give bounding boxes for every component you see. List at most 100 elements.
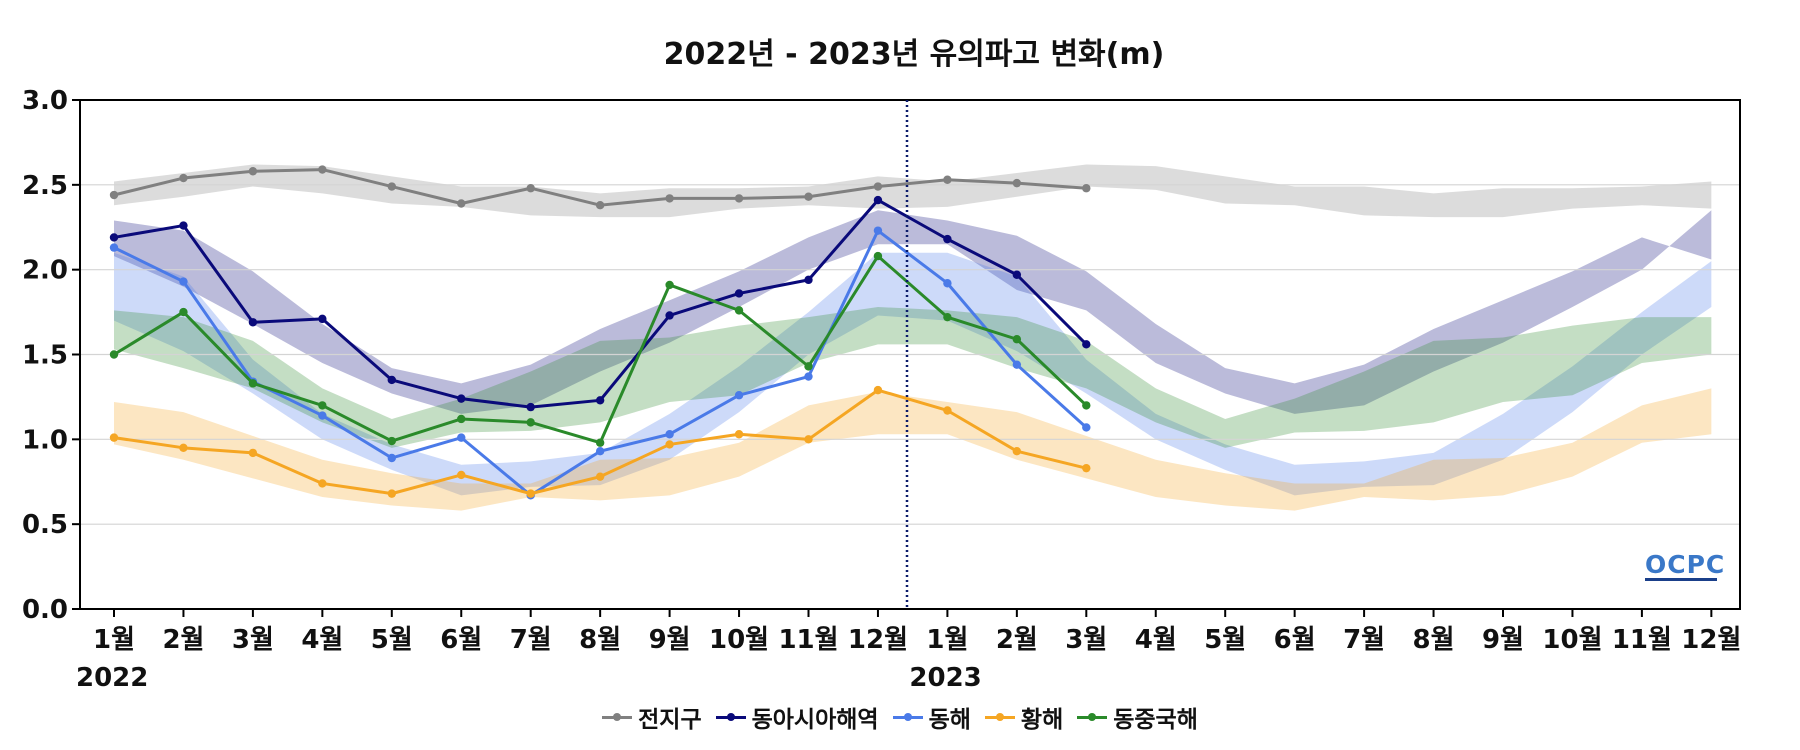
x-tick-label: 7월 <box>1343 625 1385 655</box>
legend-label: 황해 <box>1020 707 1064 733</box>
legend-label: 동해 <box>928 707 971 733</box>
range-band <box>114 252 1712 496</box>
data-point <box>943 406 952 415</box>
watermark-text: OCPC <box>1645 550 1725 579</box>
watermark-logo: OCPC <box>1645 550 1725 581</box>
legend-swatch <box>984 711 1015 723</box>
data-point <box>665 430 674 439</box>
data-point <box>804 362 813 371</box>
data-point <box>873 385 883 395</box>
series-lines <box>109 165 1091 500</box>
y-tick-label: 2.5 <box>22 171 68 201</box>
data-point <box>387 453 396 463</box>
legend-swatch <box>1077 711 1108 723</box>
data-point <box>943 175 952 184</box>
x-tick-label: 6월 <box>1274 625 1316 655</box>
x-tick-label: 9월 <box>649 625 691 655</box>
data-point <box>457 394 466 403</box>
legend-swatch <box>715 711 746 723</box>
data-point <box>1082 340 1091 349</box>
data-point <box>595 438 605 447</box>
data-point <box>387 182 396 191</box>
data-point <box>804 275 813 285</box>
x-tick-label: 5월 <box>1204 625 1246 655</box>
data-point <box>1012 178 1022 188</box>
data-point <box>665 311 674 320</box>
x-tick-label: 12월 <box>848 625 908 655</box>
data-point <box>1012 360 1022 369</box>
legend-label: 전지구 <box>638 707 702 733</box>
data-point <box>1012 270 1022 279</box>
y-tick-label: 3.0 <box>22 86 68 116</box>
range-band <box>114 306 1712 448</box>
x-tick-label: 1월 <box>926 625 968 655</box>
data-point <box>248 167 258 176</box>
range-band <box>114 164 1712 218</box>
x-tick-label: 12월 <box>1681 625 1741 655</box>
data-point <box>943 279 952 288</box>
data-point <box>734 430 744 439</box>
data-point <box>457 433 466 442</box>
x-tick-label: 4월 <box>301 625 343 655</box>
legend-item: 전지구 <box>602 700 702 734</box>
legend-item: 동중국해 <box>1077 700 1198 734</box>
data-point <box>595 200 605 210</box>
data-point <box>873 182 883 191</box>
legend-label: 동중국해 <box>1113 707 1198 733</box>
x-tick-label: 8월 <box>579 625 621 655</box>
x-tick-label: 8월 <box>1413 625 1455 655</box>
legend-item: 황해 <box>984 700 1064 734</box>
data-point <box>109 190 119 200</box>
data-point <box>318 314 327 324</box>
x-tick-label: 10월 <box>709 625 769 655</box>
data-point <box>179 443 188 453</box>
y-tick-label: 0.5 <box>22 510 68 540</box>
data-point <box>665 194 674 203</box>
data-point <box>179 277 188 286</box>
legend-item: 동해 <box>892 700 971 734</box>
legend-item: 동아시아해역 <box>715 700 879 734</box>
data-point <box>1012 447 1022 456</box>
x-tick-label: 9월 <box>1482 625 1524 655</box>
data-point <box>734 306 744 315</box>
data-point <box>873 195 883 205</box>
x-tick-label: 2월 <box>162 625 204 655</box>
data-point <box>248 318 258 327</box>
data-point <box>526 489 535 498</box>
data-point <box>109 243 119 252</box>
x-tick-label: 6월 <box>440 625 482 655</box>
y-tick-label: 2.0 <box>22 256 68 286</box>
legend-swatch <box>892 711 923 723</box>
range-bands <box>114 164 1712 511</box>
year-label: 2022 <box>76 663 148 693</box>
data-point <box>318 165 327 174</box>
data-point <box>248 448 258 458</box>
legend: 전지구 동아시아해역 동해 황해 동중국해 <box>0 700 1800 734</box>
grid-lines <box>80 184 1740 525</box>
data-point <box>873 226 883 235</box>
data-point <box>387 489 396 498</box>
x-tick-label: 11월 <box>778 625 838 655</box>
x-tick-label: 5월 <box>371 625 413 655</box>
data-point <box>526 418 535 427</box>
data-point <box>943 234 952 244</box>
data-point <box>804 192 813 201</box>
data-point <box>179 173 188 183</box>
data-point <box>1082 423 1091 432</box>
data-point <box>595 472 605 481</box>
data-point <box>943 312 952 322</box>
data-point <box>248 379 258 388</box>
y-tick-label: 0.0 <box>22 595 68 625</box>
data-point <box>457 199 466 208</box>
data-point <box>665 280 674 290</box>
data-point <box>318 401 327 410</box>
legend-swatch <box>602 711 633 723</box>
data-point <box>109 350 119 359</box>
x-tick-label: 3월 <box>1065 625 1107 655</box>
data-point <box>873 251 883 261</box>
x-tick-label: 4월 <box>1135 625 1177 655</box>
data-point <box>457 470 466 480</box>
data-point <box>595 447 605 456</box>
data-point <box>734 289 744 298</box>
